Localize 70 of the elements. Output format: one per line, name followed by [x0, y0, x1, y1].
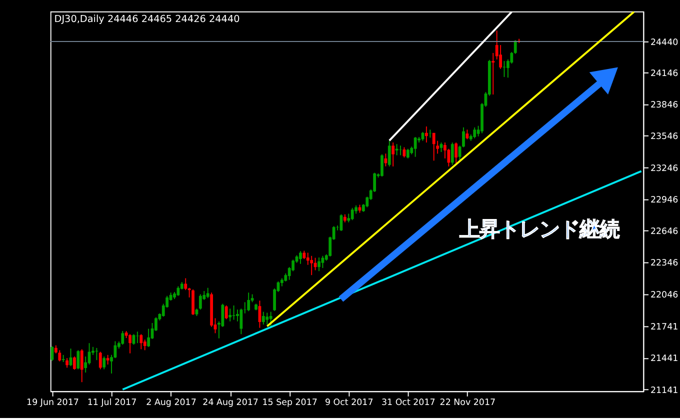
y-tick-label: 22046 — [650, 290, 678, 300]
x-tick-label: 2 Aug 2017 — [146, 398, 196, 408]
candlestick — [266, 312, 269, 326]
candlestick — [121, 330, 124, 346]
candlestick — [240, 308, 243, 335]
candlestick — [380, 154, 384, 178]
candlestick — [58, 350, 62, 362]
y-tick-label: 21741 — [650, 322, 678, 333]
candlestick — [269, 311, 272, 327]
candlestick — [147, 328, 150, 348]
candlestick — [395, 144, 398, 156]
x-tick-label: 9 Oct 2017 — [324, 398, 374, 408]
candlestick — [299, 250, 302, 264]
candlestick — [399, 145, 402, 156]
chart-title: DJ30,Daily 24446 24465 24426 24440 — [54, 14, 240, 26]
candlestick — [66, 358, 68, 368]
candlestick — [128, 334, 132, 354]
candlestick — [440, 142, 443, 152]
y-tick-label: 21441 — [650, 354, 678, 364]
candlestick — [84, 356, 88, 374]
candlestick — [143, 339, 146, 351]
x-tick-label: 24 Aug 2017 — [202, 398, 258, 408]
y-tick-label: 23246 — [650, 164, 678, 174]
y-tick-label: 22646 — [650, 227, 678, 238]
candlestick — [492, 52, 495, 95]
candlestick — [228, 308, 232, 322]
candlestick — [198, 294, 202, 310]
candlestick — [80, 348, 84, 383]
candlestick — [136, 331, 139, 344]
x-tick-label: 15 Sep 2017 — [262, 398, 318, 408]
y-tick-label: 23546 — [650, 132, 678, 142]
y-tick-label: 22346 — [650, 258, 678, 269]
candlestick — [206, 287, 210, 299]
y-tick-label: 24146 — [650, 68, 678, 79]
candlestick — [310, 255, 314, 276]
candlestick — [318, 256, 320, 272]
x-tick-label: 11 Jul 2017 — [87, 398, 137, 408]
y-tick-label: 22946 — [650, 195, 678, 206]
x-tick-label: 31 Oct 2017 — [381, 398, 436, 408]
candlestick — [406, 148, 410, 159]
y-tick-label: 21141 — [650, 386, 678, 396]
candlestick — [432, 132, 436, 162]
x-tick-label: 22 Nov 2017 — [440, 398, 496, 408]
candlestick — [76, 350, 80, 370]
candlestick — [466, 129, 469, 140]
y-tick-label: 24440 — [650, 38, 678, 48]
candlestick — [184, 278, 188, 291]
candlestick — [102, 356, 106, 370]
candlestick — [176, 286, 180, 296]
candlestick — [262, 311, 265, 326]
candlestick — [350, 207, 354, 221]
candlestick — [106, 354, 110, 366]
candlestick — [514, 40, 517, 54]
candlestick — [224, 304, 228, 320]
x-tick-label: 19 Jun 2017 — [26, 398, 79, 408]
candlestick — [473, 126, 476, 139]
y-tick-label: 23846 — [650, 100, 678, 110]
candlestick — [392, 142, 395, 167]
candlestick — [192, 288, 194, 316]
candlestick — [98, 351, 102, 370]
candlestick — [414, 136, 417, 158]
candlestick — [388, 140, 391, 167]
candlestick — [140, 334, 143, 350]
candlestick — [424, 126, 428, 143]
candlestick — [384, 153, 388, 167]
candlestick — [247, 292, 250, 312]
candlestick — [321, 255, 324, 268]
candlestick — [73, 356, 76, 370]
candlestick — [454, 142, 458, 164]
candlestick — [450, 142, 454, 166]
